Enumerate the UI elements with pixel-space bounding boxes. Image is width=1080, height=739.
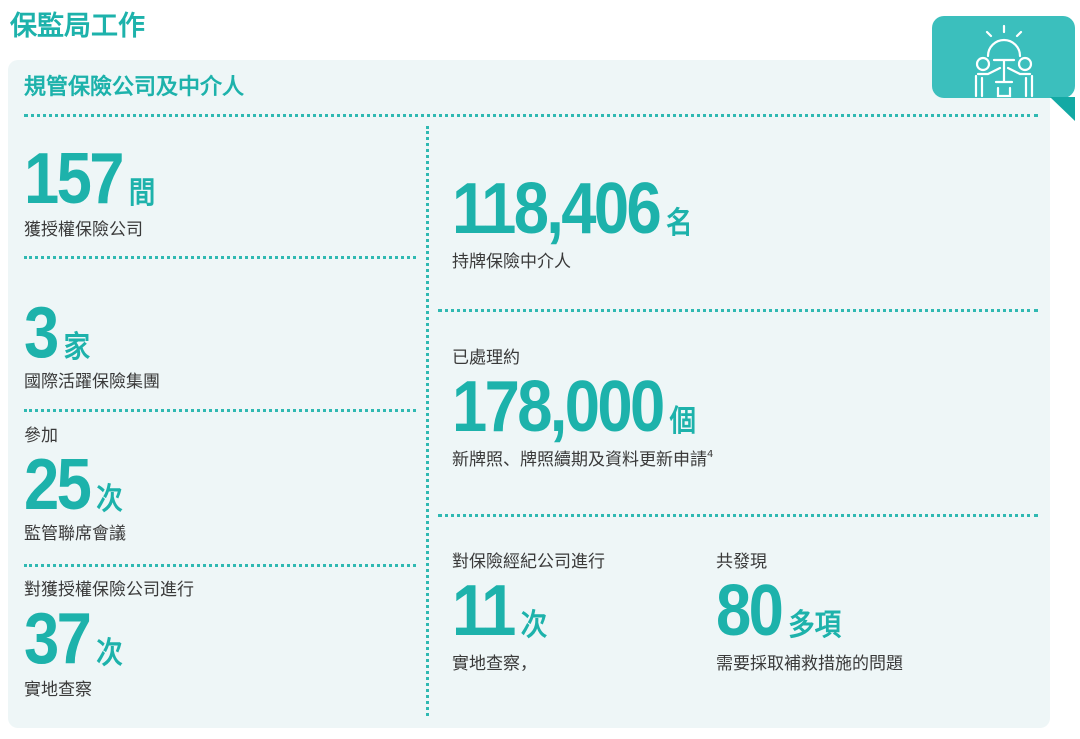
stat-label: 實地查察 xyxy=(24,680,92,700)
label-text: 新牌照、牌照續期及資料更新申請 xyxy=(452,450,707,470)
icon-badge xyxy=(932,16,1075,98)
stats-panel xyxy=(8,60,1050,728)
footnote-marker: 4 xyxy=(707,449,714,460)
divider xyxy=(24,564,416,567)
stat-value: 3 xyxy=(24,293,59,373)
stat-unit: 間 xyxy=(128,177,156,210)
stat-unit: 多項 xyxy=(788,609,842,642)
broker-inspections-stat: 11 次 xyxy=(452,575,548,647)
stat-label: 獲授權保險公司 xyxy=(24,220,143,240)
stat-label: 國際活躍保險集團 xyxy=(24,372,160,392)
stat-prefix: 對獲授權保險公司進行 xyxy=(24,580,194,600)
divider xyxy=(24,409,416,412)
stat-unit: 次 xyxy=(96,483,123,516)
stat-value: 80 xyxy=(716,571,784,651)
stat-label: 新牌照、牌照續期及資料更新申請4 xyxy=(452,449,714,471)
insurer-inspections-stat: 37 次 xyxy=(24,603,123,675)
divider xyxy=(24,256,416,259)
divider xyxy=(438,514,1038,517)
intermediaries-stat: 118,406 名 xyxy=(452,173,693,245)
stat-prefix: 已處理約 xyxy=(452,348,520,368)
stat-value: 157 xyxy=(24,139,124,219)
colleges-stat: 25 次 xyxy=(24,449,123,521)
applications-stat: 178,000 個 xyxy=(452,371,696,443)
insurers-stat: 157 間 xyxy=(24,143,156,215)
stat-prefix: 對保險經紀公司進行 xyxy=(452,552,605,572)
team-idea-icon xyxy=(974,24,1034,98)
divider xyxy=(24,114,1038,117)
divider xyxy=(438,309,1038,312)
stat-unit: 個 xyxy=(669,405,696,438)
stat-prefix: 共發現 xyxy=(716,552,767,572)
stat-value: 178,000 xyxy=(452,367,665,447)
stat-value: 37 xyxy=(24,599,92,679)
stat-value: 11 xyxy=(452,571,516,651)
stat-unit: 名 xyxy=(666,207,693,240)
stat-unit: 家 xyxy=(63,331,91,364)
page-title: 保監局工作 xyxy=(10,11,145,42)
stat-value: 118,406 xyxy=(452,169,662,249)
stat-prefix: 參加 xyxy=(24,426,58,446)
stat-label: 監管聯席會議 xyxy=(24,524,126,544)
issues-stat: 80 多項 xyxy=(716,575,842,647)
stat-unit: 次 xyxy=(96,637,123,670)
stat-label: 需要採取補救措施的問題 xyxy=(716,654,903,674)
stat-label: 持牌保險中介人 xyxy=(452,252,571,272)
section-title: 規管保險公司及中介人 xyxy=(24,75,245,100)
stat-label: 實地查察， xyxy=(452,654,537,674)
stat-value: 25 xyxy=(24,445,92,525)
stat-unit: 次 xyxy=(520,609,548,642)
divider xyxy=(426,126,429,716)
badge-tail xyxy=(1050,97,1075,121)
